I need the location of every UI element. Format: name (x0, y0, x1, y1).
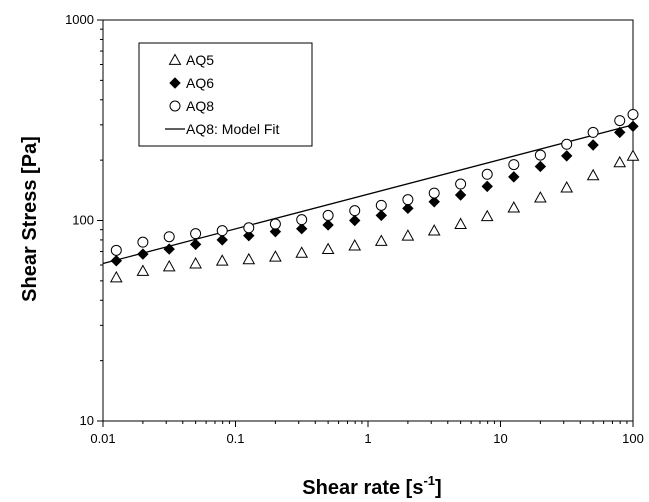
data-point-aq6 (508, 171, 520, 183)
data-point-aq8 (614, 115, 626, 127)
data-point-aq5 (560, 181, 574, 193)
data-point-aq8 (561, 138, 573, 150)
data-point-aq5 (586, 168, 600, 181)
legend-label: AQ8: Model Fit (186, 121, 279, 137)
data-point-aq6 (587, 139, 599, 151)
series-aq6 (110, 120, 639, 267)
data-point-aq8 (375, 199, 387, 211)
fit-layer (102, 124, 634, 265)
data-point-aq8 (534, 149, 546, 161)
data-point-aq8 (627, 108, 639, 120)
data-point-aq6 (428, 196, 440, 208)
data-point-aq8 (428, 187, 440, 199)
data-points (109, 108, 640, 283)
legend-marker (168, 53, 182, 65)
data-point-aq6 (481, 180, 493, 193)
data-point-aq5 (109, 270, 123, 283)
data-point-aq5 (374, 234, 388, 246)
x-axis-title: Shear rate [s-1] (302, 473, 441, 499)
data-point-aq8 (349, 205, 361, 217)
data-point-aq5 (454, 217, 467, 229)
data-point-aq6 (561, 150, 573, 162)
data-point-aq6 (627, 120, 639, 133)
data-point-aq5 (215, 254, 229, 266)
data-point-aq6 (163, 243, 175, 255)
data-point-aq8 (481, 168, 493, 180)
data-point-aq5 (162, 259, 176, 272)
data-point-aq6 (243, 229, 255, 242)
data-point-aq5 (626, 149, 640, 161)
legend-label: AQ8 (186, 98, 214, 114)
data-point-aq8 (508, 159, 520, 171)
data-point-aq6 (402, 202, 414, 215)
series-aq5 (109, 149, 640, 283)
data-point-aq6 (349, 214, 361, 227)
data-point-aq6 (269, 225, 282, 238)
legend: AQ5 AQ6 AQ8 AQ8: Model Fit (138, 42, 313, 147)
data-point-aq6 (189, 238, 202, 251)
data-point-aq6 (137, 248, 149, 260)
data-point-aq8 (455, 178, 467, 190)
y-tick-label: 10 (80, 413, 94, 428)
data-point-aq6 (534, 160, 547, 173)
data-point-aq5 (534, 191, 547, 203)
data-point-aq5 (242, 252, 256, 265)
data-point-aq8 (216, 225, 228, 237)
legend-label: AQ5 (186, 52, 214, 68)
x-tick-label: 100 (622, 431, 644, 446)
x-tick-label: 1 (364, 431, 371, 446)
data-point-aq5 (321, 242, 335, 255)
data-point-aq5 (401, 229, 415, 241)
data-point-aq8 (137, 236, 149, 248)
y-axis-title: Shear Stress [Pa] (19, 136, 41, 302)
data-point-aq5 (348, 239, 362, 251)
data-point-aq6 (375, 209, 388, 222)
x-tick-label: 10 (493, 431, 507, 446)
model-fit-line (102, 124, 634, 265)
x-axis-title-main: Shear rate [s (302, 477, 423, 499)
data-point-aq8 (296, 214, 308, 226)
data-point-aq6 (322, 219, 334, 231)
legend-marker (169, 77, 181, 89)
legend-marker (169, 100, 181, 112)
data-point-aq5 (507, 201, 521, 213)
axes: 0.01 0.1 1 10 100 10 100 1000 (65, 12, 644, 446)
x-tick-label: 0.01 (90, 431, 115, 446)
data-point-aq5 (189, 257, 202, 269)
data-point-aq8 (163, 231, 175, 243)
x-axis-title-sup: -1 (423, 473, 435, 488)
y-tick-label: 100 (72, 213, 94, 228)
data-point-aq8 (269, 218, 281, 230)
x-tick-label: 0.1 (226, 431, 244, 446)
data-point-aq8 (243, 222, 255, 234)
data-point-aq5 (269, 250, 282, 262)
data-point-aq5 (480, 209, 494, 222)
x-axis-title-end: ] (435, 477, 442, 499)
data-point-aq5 (427, 224, 441, 236)
data-point-aq5 (613, 155, 627, 168)
data-point-aq8 (110, 244, 122, 256)
series-aq8 (110, 108, 639, 256)
data-point-aq8 (587, 126, 599, 138)
data-point-aq8 (322, 209, 334, 221)
data-point-aq6 (216, 234, 228, 246)
data-point-aq5 (136, 264, 150, 276)
data-point-aq6 (110, 255, 123, 267)
data-point-aq8 (190, 228, 202, 240)
data-point-aq8 (402, 194, 414, 206)
data-point-aq6 (296, 223, 308, 235)
data-point-aq5 (295, 246, 309, 258)
data-point-aq6 (614, 126, 626, 139)
data-point-aq6 (454, 189, 467, 201)
y-tick-label: 1000 (65, 12, 94, 27)
legend-label: AQ6 (186, 75, 214, 91)
